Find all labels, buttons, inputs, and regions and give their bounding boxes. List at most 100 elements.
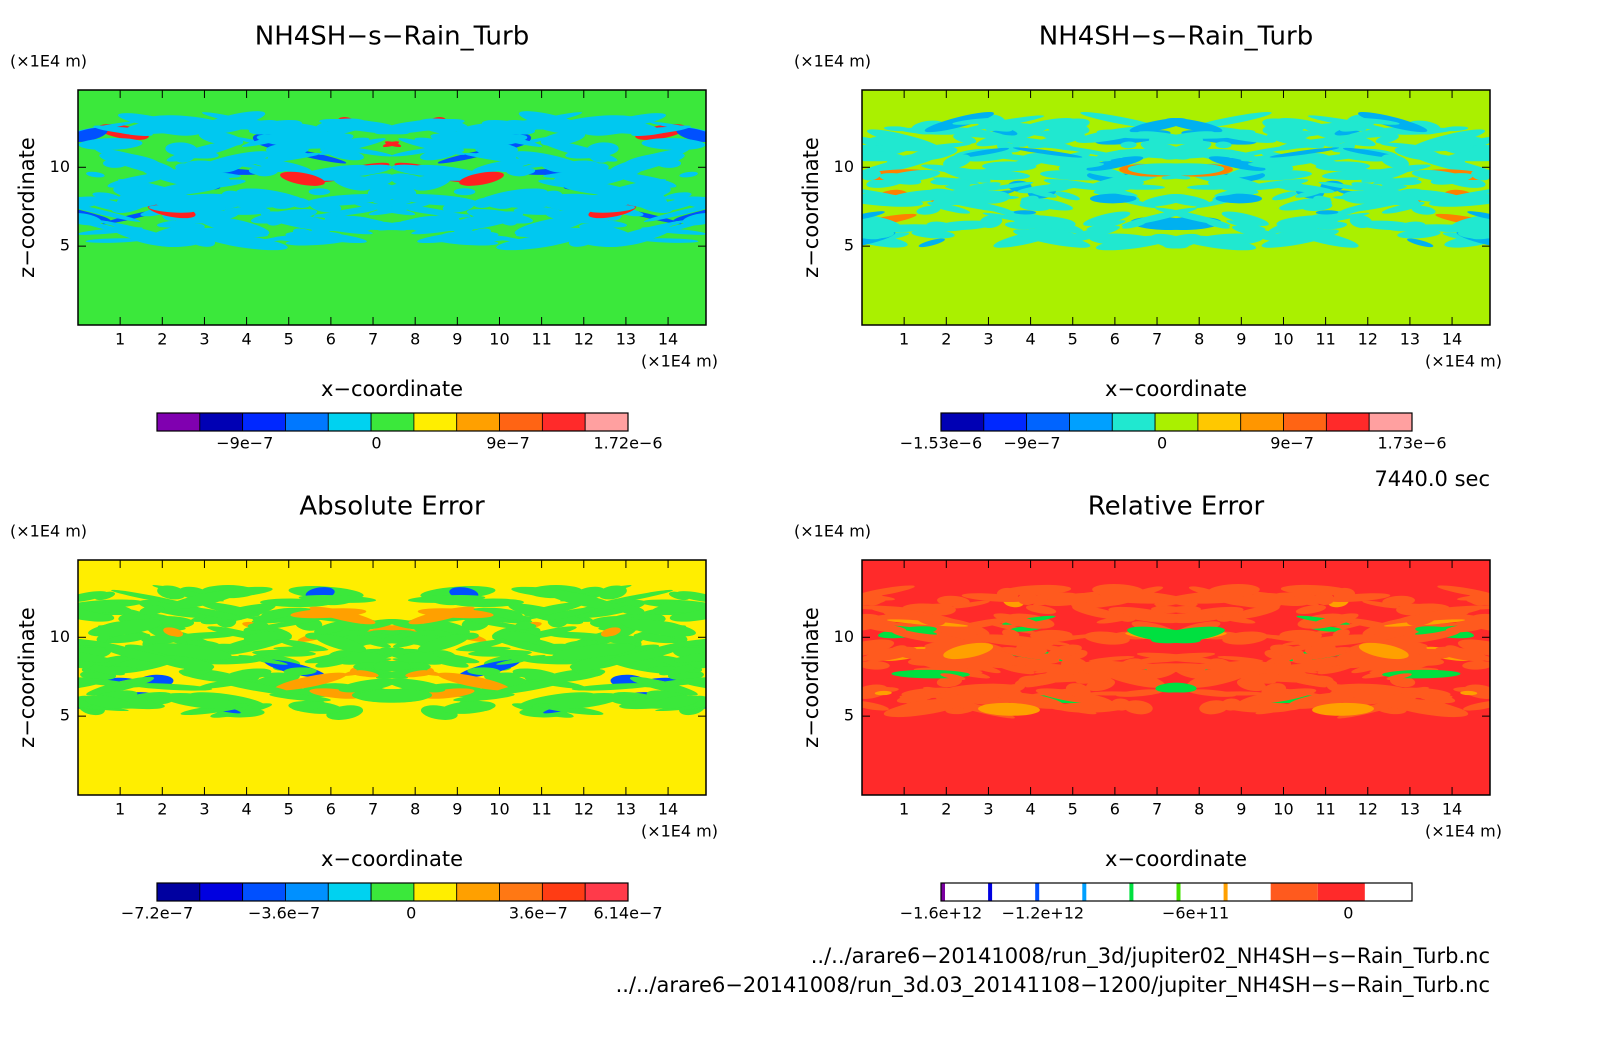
contour-region xyxy=(1115,666,1163,679)
x-tick-label: 2 xyxy=(157,800,167,819)
contour-region xyxy=(1295,604,1327,614)
contour-region xyxy=(1445,623,1487,633)
contour-region xyxy=(1310,152,1330,158)
contour-region xyxy=(1277,118,1329,131)
colorbar-tick-label: −1.6e+12 xyxy=(900,904,982,923)
x-tick-label: 1 xyxy=(899,330,909,349)
colorbar-segment xyxy=(1035,883,1083,901)
colorbar-segment xyxy=(242,412,286,432)
x-tick-label: 6 xyxy=(1110,330,1120,349)
contour-region xyxy=(157,585,186,600)
colorbar-tick-label: −1.53e−6 xyxy=(900,434,982,453)
contour-region xyxy=(933,182,1001,202)
colorbar-segment xyxy=(199,882,244,902)
contour-region xyxy=(340,705,357,716)
contour-region xyxy=(514,112,583,128)
colorbar-segment xyxy=(285,882,329,902)
contour-region xyxy=(85,238,143,243)
contour-region xyxy=(927,201,971,214)
x-tick-label: 10 xyxy=(489,800,509,819)
contour-region xyxy=(552,643,636,661)
contour-region xyxy=(983,181,1034,191)
contour-region xyxy=(591,589,673,607)
contour-region xyxy=(102,158,128,168)
colorbar-segment xyxy=(413,412,458,432)
y-tick-label: 5 xyxy=(844,706,854,725)
contour-region xyxy=(432,650,456,659)
contour-region xyxy=(1044,159,1095,168)
x-tick-label: 12 xyxy=(1358,330,1378,349)
contour-region xyxy=(1255,707,1284,715)
contour-region xyxy=(1314,592,1334,606)
file-path: ../../arare6−20141008/run_3d/jupiter02_N… xyxy=(811,944,1490,969)
contour-region xyxy=(285,230,343,239)
contour-region xyxy=(961,593,1027,603)
colorbar-segment xyxy=(1317,883,1365,901)
contour-region xyxy=(1072,605,1121,620)
contour-region xyxy=(1308,613,1359,629)
contour-region xyxy=(86,171,105,178)
x-tick-label: 13 xyxy=(616,330,636,349)
contour-region xyxy=(874,690,892,696)
y-axis-label: z−coordinate xyxy=(799,137,823,278)
y-unit: (×1E4 m) xyxy=(10,522,87,541)
contour-region xyxy=(463,152,538,165)
contour-region xyxy=(883,126,911,132)
colorbar-segment xyxy=(413,882,458,902)
contour-region xyxy=(893,625,938,635)
colorbar-segment xyxy=(370,882,415,902)
colorbar-tick-label: −9e−7 xyxy=(1004,434,1061,453)
contour-region xyxy=(641,238,699,243)
contour-region xyxy=(1372,177,1419,185)
colorbar-tick-label: 9e−7 xyxy=(1270,434,1314,453)
contour-region xyxy=(1012,147,1083,158)
file-path: ../../arare6−20141008/run_3d.03_20141108… xyxy=(616,973,1490,998)
colorbar-tick-label: 0 xyxy=(1343,904,1353,923)
contour-region xyxy=(389,118,465,130)
contour-region xyxy=(658,600,704,613)
contour-region xyxy=(519,167,536,175)
contour-region xyxy=(924,142,972,150)
x-tick-label: 11 xyxy=(531,330,551,349)
contour-region xyxy=(1035,688,1113,705)
contour-region xyxy=(897,698,952,709)
colorbar-segment xyxy=(327,882,372,902)
colorbar-segment xyxy=(1197,412,1242,432)
contour-region xyxy=(1043,592,1101,606)
contour-region xyxy=(1257,159,1308,168)
contour-region xyxy=(937,220,993,231)
contour-region xyxy=(1065,683,1091,698)
colorbar-edge xyxy=(988,883,993,901)
contour-region xyxy=(496,654,546,665)
x-tick-label: 8 xyxy=(1194,800,1204,819)
x-tick-label: 4 xyxy=(1025,800,1035,819)
contour-region xyxy=(1089,193,1137,204)
contour-region xyxy=(1017,182,1082,194)
contour-region xyxy=(1358,642,1409,660)
x-tick-label: 13 xyxy=(1400,330,1420,349)
contour-region xyxy=(309,688,363,699)
colorbar-tick-label: 3.6e−7 xyxy=(509,904,568,923)
colorbar-segment xyxy=(1223,883,1271,901)
contour-region xyxy=(353,670,379,678)
contour-region xyxy=(1034,663,1078,674)
contour-region xyxy=(643,677,706,688)
y-tick-label: 10 xyxy=(50,627,70,646)
x-tick-label: 9 xyxy=(1236,800,1246,819)
contour-region xyxy=(238,654,288,665)
contour-region xyxy=(937,595,970,607)
contour-region xyxy=(1102,591,1141,606)
contour-region xyxy=(862,150,905,162)
contour-region xyxy=(355,689,433,703)
contour-region xyxy=(405,670,431,678)
contour-region xyxy=(633,633,678,644)
contour-region xyxy=(548,692,621,710)
contour-region xyxy=(1191,111,1272,129)
plot-frame xyxy=(861,559,1491,796)
contour-region xyxy=(265,134,304,143)
x-tick-label: 4 xyxy=(1025,330,1035,349)
contour-region xyxy=(654,695,699,709)
contour-region xyxy=(1229,145,1295,158)
contour-region xyxy=(631,126,676,136)
contour-region xyxy=(308,188,331,196)
